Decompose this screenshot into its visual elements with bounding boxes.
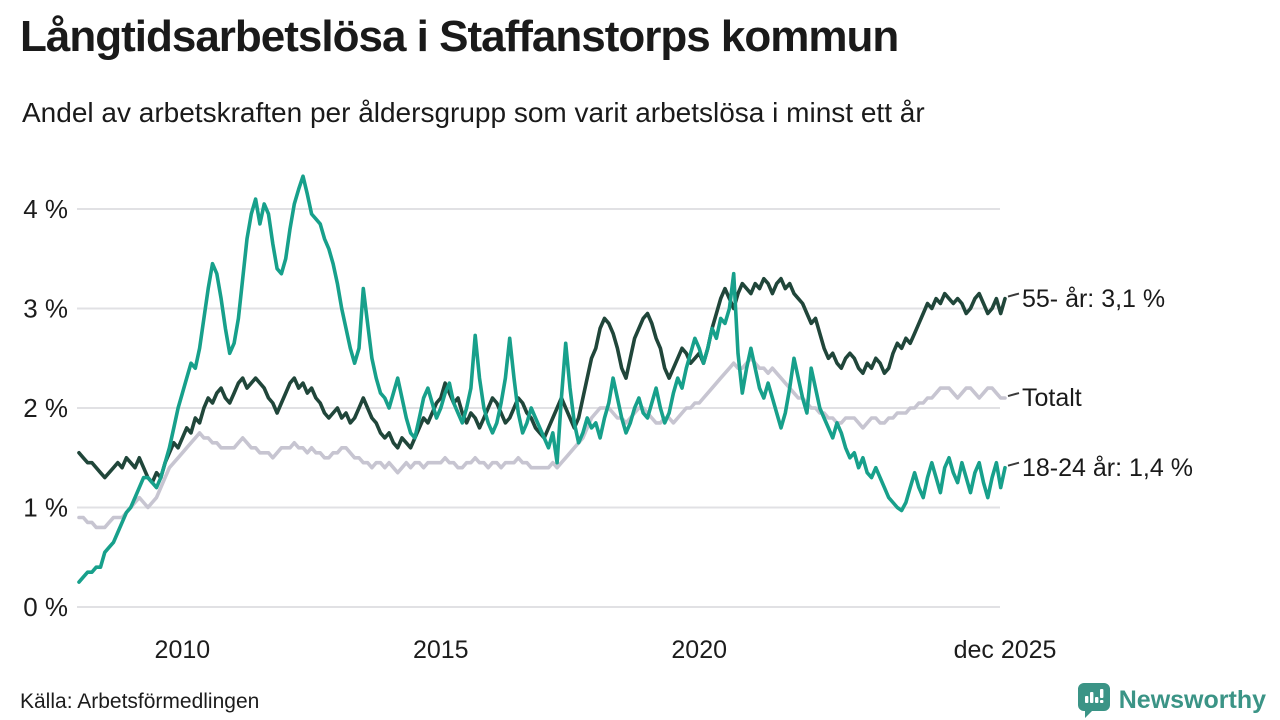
x-tick-label: 2010 [155,636,211,664]
newsworthy-brand-name: Newsworthy [1118,685,1266,714]
y-tick-label: 4 % [23,194,68,224]
series-line-1824 [77,174,1007,584]
label-connector [1007,392,1020,398]
x-tick-label: 2015 [413,636,469,664]
series-label-18-24: 18-24 år: 1,4 % [1022,453,1193,482]
source-credit: Källa: Arbetsförmedlingen [20,690,260,713]
x-tick-label: dec 2025 [954,636,1057,664]
newsworthy-logo-icon [1077,683,1110,718]
series-label-55: 55- år: 3,1 % [1022,284,1166,313]
y-tick-label: 3 % [23,294,68,324]
y-tick-label: 2 % [23,393,68,423]
series-label-totalt: Totalt [1022,384,1082,413]
label-connector [1007,292,1020,298]
page-subtitle: Andel av arbetskraften per åldersgrupp s… [22,97,925,128]
page-title: Långtidsarbetslösa i Staffanstorps kommu… [20,12,899,61]
x-tick-label: 2020 [671,636,727,664]
y-tick-label: 1 % [23,493,68,523]
newsworthy-brand: Newsworthy [1077,682,1266,718]
series-line-totalt [77,356,1007,530]
label-connector [1007,461,1020,467]
y-tick-label: 0 % [23,592,68,622]
